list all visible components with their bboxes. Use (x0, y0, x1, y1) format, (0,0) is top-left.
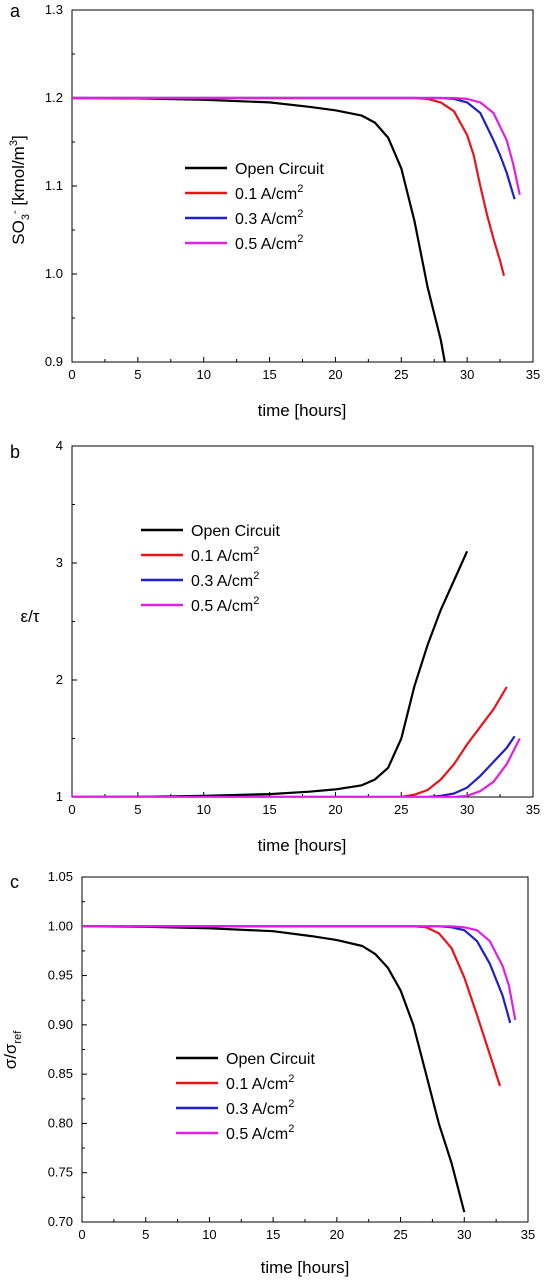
legend-entry-label: 0.5 A/cm2 (235, 233, 303, 253)
chart-panel-c: c 0 5 10 15 20 25 30 35 0.70 0.75 0.80 0.85 0.90 0.95 1… (1, 869, 535, 1277)
x-tick-label: 30 (460, 802, 474, 817)
y-tick-label: 0.70 (48, 1214, 73, 1229)
y-tick-label: 1.2 (45, 90, 63, 105)
legend-entry-label: Open Circuit (191, 523, 280, 540)
x-tick-label: 20 (328, 367, 342, 382)
series-line-2 (72, 686, 508, 797)
y-tick-label: 1.05 (48, 869, 73, 884)
legend-entry-label: 0.3 A/cm2 (235, 208, 303, 228)
series-line-1 (72, 550, 469, 797)
legend-entry-label: 0.5 A/cm2 (226, 1123, 294, 1143)
y-tick-label: 0.85 (48, 1066, 73, 1081)
y-axis-label: ε/τ (20, 607, 39, 626)
y-axis-label: σ/σref (1, 1030, 24, 1069)
x-axis-label: time [hours] (261, 1258, 350, 1277)
panel-label: a (10, 1, 21, 21)
series-line-3 (72, 96, 516, 200)
x-tick-label: 0 (68, 367, 75, 382)
y-tick-label: 1.3 (45, 2, 63, 17)
x-axis-label: time [hours] (258, 401, 347, 420)
series-line-1 (82, 925, 466, 1213)
x-tick-label: 35 (521, 1227, 535, 1242)
x-tick-label: 30 (457, 1227, 471, 1242)
y-tick-label: 0.9 (45, 354, 63, 369)
x-tick-label: 20 (328, 802, 342, 817)
panel-label: c (10, 872, 19, 892)
y-tick-label: 0.75 (48, 1165, 73, 1180)
x-tick-label: 35 (526, 367, 540, 382)
legend-entry-label: 0.1 A/cm2 (226, 1073, 294, 1093)
y-tick-label: 1 (56, 789, 63, 804)
legend: Open Circuit 0.1 A/cm2 0.3 A/cm2 0.5 A/cm2 (176, 1051, 315, 1143)
y-axis-label: SO3- [kmol/m3] (8, 135, 32, 244)
x-axis-label: time [hours] (258, 836, 347, 855)
chart-panel-b: b 0 5 10 15 20 25 30 35 1 2 3 4 time [hours] ε/τ Open C… (10, 438, 540, 855)
x-tick-label: 15 (266, 1227, 280, 1242)
x-tick-label: 10 (196, 367, 210, 382)
x-tick-label: 30 (460, 367, 474, 382)
x-tick-label: 25 (394, 802, 408, 817)
x-tick-label: 15 (262, 367, 276, 382)
legend-entry-label: 0.5 A/cm2 (191, 595, 259, 615)
legend-entry-label: 0.1 A/cm2 (191, 545, 259, 565)
x-tick-label: 10 (196, 802, 210, 817)
x-tick-label: 0 (68, 802, 75, 817)
y-tick-label: 4 (56, 438, 63, 453)
series-line-1 (72, 96, 446, 362)
legend-entry-label: Open Circuit (226, 1051, 315, 1068)
y-tick-label: 1.1 (45, 178, 63, 193)
legend-entry-label: 0.3 A/cm2 (226, 1098, 294, 1118)
y-tick-label: 1.0 (45, 266, 63, 281)
y-tick-label: 0.95 (48, 968, 73, 983)
y-tick-label: 0.90 (48, 1017, 73, 1032)
plot-frame (71, 445, 534, 798)
y-tick-label: 1.00 (48, 918, 73, 933)
series-line-4 (72, 96, 521, 196)
series-line-4 (82, 925, 517, 1021)
chart-panel-a: a 0 5 10 15 20 25 30 35 0.9 1.0 1.1 1.2 1.3 time [hour… (8, 1, 540, 420)
legend: Open Circuit 0.1 A/cm2 0.3 A/cm2 0.5 A/cm2 (185, 161, 324, 253)
panel-label: b (10, 442, 20, 462)
x-tick-label: 15 (262, 802, 276, 817)
y-tick-label: 2 (56, 672, 63, 687)
y-tick-label: 0.80 (48, 1115, 73, 1130)
x-tick-label: 5 (134, 367, 141, 382)
series-line-4 (72, 738, 521, 797)
legend: Open Circuit 0.1 A/cm2 0.3 A/cm2 0.5 A/cm2 (141, 523, 280, 615)
legend-entry-label: 0.1 A/cm2 (235, 183, 303, 203)
x-tick-label: 35 (526, 802, 540, 817)
x-tick-label: 5 (134, 802, 141, 817)
legend-entry-label: 0.3 A/cm2 (191, 570, 259, 590)
legend-entry-label: Open Circuit (235, 161, 324, 178)
x-tick-label: 0 (78, 1227, 85, 1242)
x-tick-label: 5 (142, 1227, 149, 1242)
x-tick-label: 20 (330, 1227, 344, 1242)
y-tick-label: 3 (56, 555, 63, 570)
x-tick-label: 10 (202, 1227, 216, 1242)
x-tick-label: 25 (393, 1227, 407, 1242)
x-tick-label: 25 (394, 367, 408, 382)
series-line-3 (72, 735, 516, 797)
